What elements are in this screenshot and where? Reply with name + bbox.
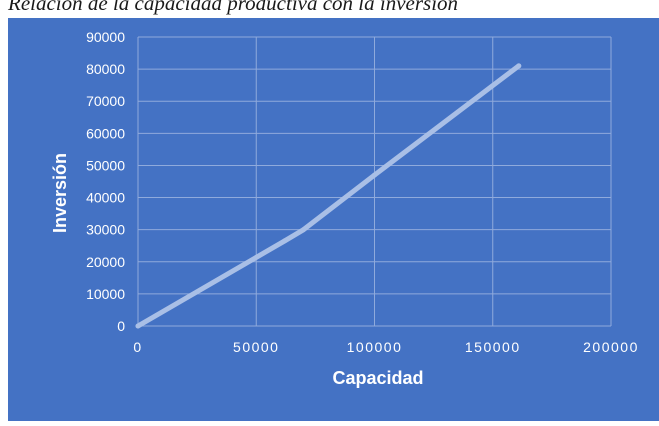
x-tick-label: 0 [133, 339, 142, 355]
chart-container: 0 10000 20000 30000 40000 50000 60000 70000 8000… [8, 18, 659, 421]
y-tick-label: 80000 [86, 61, 125, 77]
series-group [135, 63, 522, 329]
x-tick-label: 100000 [347, 339, 403, 355]
y-tick-label: 90000 [86, 29, 125, 45]
line-chart: 0 10000 20000 30000 40000 50000 60000 70000 8000… [8, 18, 659, 421]
x-tick-label: 50000 [233, 339, 279, 355]
y-tick-label: 40000 [86, 190, 125, 206]
y-tick-label: 10000 [86, 286, 125, 302]
y-tick-label: 30000 [86, 222, 125, 238]
data-point [301, 227, 307, 233]
x-axis-ticks: 0 50000 100000 150000 200000 [133, 339, 639, 355]
data-point [516, 63, 522, 69]
figure-caption: Relación de la capacidad productiva con … [8, 0, 459, 15]
data-point [372, 172, 377, 178]
y-tick-label: 50000 [86, 157, 125, 173]
y-tick-label: 60000 [86, 125, 125, 141]
y-axis-label: Inversión [50, 153, 70, 233]
x-axis-label: Capacidad [332, 368, 423, 388]
x-tick-label: 150000 [465, 339, 521, 355]
data-point [282, 238, 288, 244]
y-tick-label: 20000 [86, 254, 125, 270]
y-tick-label: 0 [117, 318, 125, 334]
y-axis-ticks: 0 10000 20000 30000 40000 50000 60000 70000 8000… [86, 29, 125, 334]
y-tick-label: 70000 [86, 93, 125, 109]
gridlines [137, 36, 612, 327]
chart-background [8, 18, 659, 421]
data-point [135, 323, 141, 329]
x-tick-label: 200000 [583, 339, 639, 355]
